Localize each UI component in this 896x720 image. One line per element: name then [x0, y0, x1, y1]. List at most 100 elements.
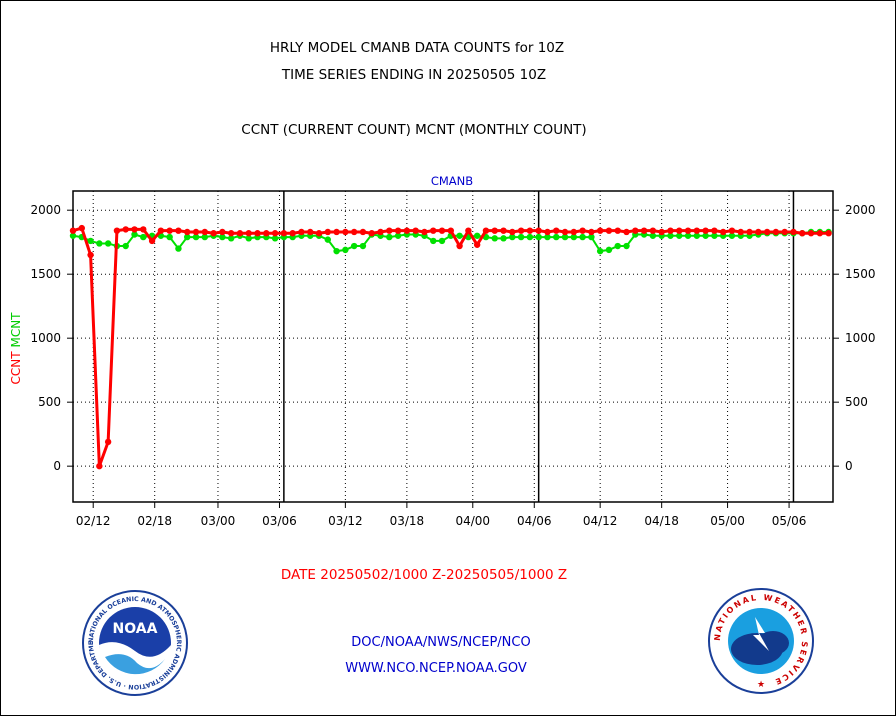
data-point-mcnt	[500, 235, 507, 242]
org-text: DOC/NOAA/NWS/NCEP/NCO	[351, 635, 530, 650]
data-point-mcnt	[69, 232, 77, 239]
data-point-ccnt	[825, 230, 832, 237]
data-point-ccnt	[517, 227, 525, 234]
data-point-mcnt	[245, 235, 252, 242]
data-point-ccnt	[790, 228, 797, 236]
data-point-ccnt	[113, 227, 121, 234]
data-point-mcnt	[192, 233, 200, 241]
data-point-ccnt	[307, 228, 314, 236]
y-tick-label-right: 0	[845, 459, 853, 473]
data-point-ccnt	[192, 228, 200, 236]
data-point-mcnt	[96, 240, 103, 247]
data-point-ccnt	[526, 227, 534, 234]
data-point-ccnt	[658, 228, 665, 236]
y-tick-label-right: 500	[845, 395, 868, 409]
data-point-mcnt	[227, 235, 235, 242]
data-point-ccnt	[473, 241, 481, 248]
data-point-mcnt	[201, 233, 208, 241]
data-point-mcnt	[667, 232, 674, 239]
data-point-mcnt	[87, 237, 94, 245]
data-point-mcnt	[553, 233, 560, 241]
data-point-mcnt	[140, 233, 147, 241]
data-point-mcnt	[544, 233, 551, 241]
data-point-ccnt	[447, 227, 455, 234]
data-point-mcnt	[386, 233, 393, 241]
data-point-mcnt	[728, 232, 736, 239]
y-tick-label-left: 1500	[30, 267, 61, 281]
data-point-mcnt	[430, 237, 437, 245]
data-point-ccnt	[816, 230, 824, 237]
data-point-ccnt	[298, 228, 305, 236]
data-point-mcnt	[491, 235, 498, 242]
data-point-ccnt	[579, 227, 586, 234]
noaa-logo: NATIONAL OCEANIC AND ATMOSPHERIC ADMINIS…	[82, 590, 188, 696]
data-point-mcnt	[711, 232, 718, 239]
data-point-ccnt	[333, 228, 340, 236]
data-point-ccnt	[377, 228, 384, 236]
data-point-mcnt	[693, 232, 701, 239]
y-tick-label-right: 1500	[845, 267, 876, 281]
y-tick-label-right: 1000	[845, 331, 876, 345]
data-point-mcnt	[676, 232, 683, 239]
data-point-mcnt	[324, 236, 331, 243]
data-point-mcnt	[526, 233, 534, 241]
x-tick-label: 03/12	[328, 514, 363, 528]
data-point-ccnt	[96, 462, 103, 470]
data-point-ccnt	[157, 227, 165, 234]
data-point-ccnt	[254, 230, 261, 237]
y-tick-label-left: 1000	[30, 331, 61, 345]
x-tick-label: 05/06	[772, 514, 807, 528]
x-tick-label: 04/00	[455, 514, 490, 528]
data-point-mcnt	[122, 242, 129, 250]
data-point-ccnt	[737, 228, 744, 236]
x-tick-label: 03/06	[262, 514, 297, 528]
data-point-ccnt	[359, 228, 367, 236]
title-line-2: TIME SERIES ENDING IN 20250505 10Z	[281, 67, 546, 83]
plot-title: CMANB	[431, 174, 473, 188]
data-point-ccnt	[588, 228, 595, 236]
data-point-ccnt	[693, 227, 701, 234]
website-link[interactable]: WWW.NCO.NCEP.NOAA.GOV	[345, 661, 527, 676]
data-point-ccnt	[324, 228, 331, 236]
y-tick-label-left: 0	[53, 459, 61, 473]
data-point-ccnt	[711, 227, 718, 234]
data-point-ccnt	[676, 227, 683, 234]
data-point-ccnt	[78, 224, 85, 232]
data-point-ccnt	[632, 227, 639, 234]
y-label-mcnt: MCNT	[9, 312, 23, 348]
data-point-ccnt	[482, 227, 490, 234]
data-point-ccnt	[491, 227, 498, 234]
data-point-mcnt	[175, 245, 182, 252]
data-point-ccnt	[605, 227, 613, 234]
data-point-ccnt	[122, 226, 129, 233]
data-point-ccnt	[772, 228, 780, 236]
data-point-mcnt	[517, 233, 525, 241]
data-point-mcnt	[359, 242, 367, 250]
data-point-ccnt	[140, 226, 147, 233]
data-point-mcnt	[456, 232, 463, 239]
data-point-mcnt	[394, 232, 402, 239]
data-point-ccnt	[500, 227, 507, 234]
data-point-ccnt	[350, 228, 358, 236]
data-point-ccnt	[430, 227, 437, 234]
data-point-ccnt	[614, 227, 621, 234]
data-point-mcnt	[509, 233, 516, 241]
data-point-mcnt	[131, 231, 138, 238]
data-point-ccnt	[561, 228, 569, 236]
data-point-ccnt	[509, 228, 516, 236]
data-point-mcnt	[271, 235, 279, 242]
data-point-ccnt	[184, 228, 191, 236]
data-point-ccnt	[763, 228, 771, 236]
data-point-ccnt	[465, 227, 472, 234]
data-point-ccnt	[719, 228, 727, 236]
date-range: DATE 20250502/1000 Z-20250505/1000 Z	[281, 567, 567, 583]
data-point-ccnt	[219, 228, 226, 236]
data-point-mcnt	[702, 232, 709, 239]
x-tick-label: 05/00	[710, 514, 745, 528]
nws-logo: NATIONAL WEATHER SERVICE ★	[708, 588, 814, 694]
data-point-ccnt	[438, 227, 446, 234]
data-point-ccnt	[201, 228, 208, 236]
data-point-ccnt	[403, 227, 411, 234]
